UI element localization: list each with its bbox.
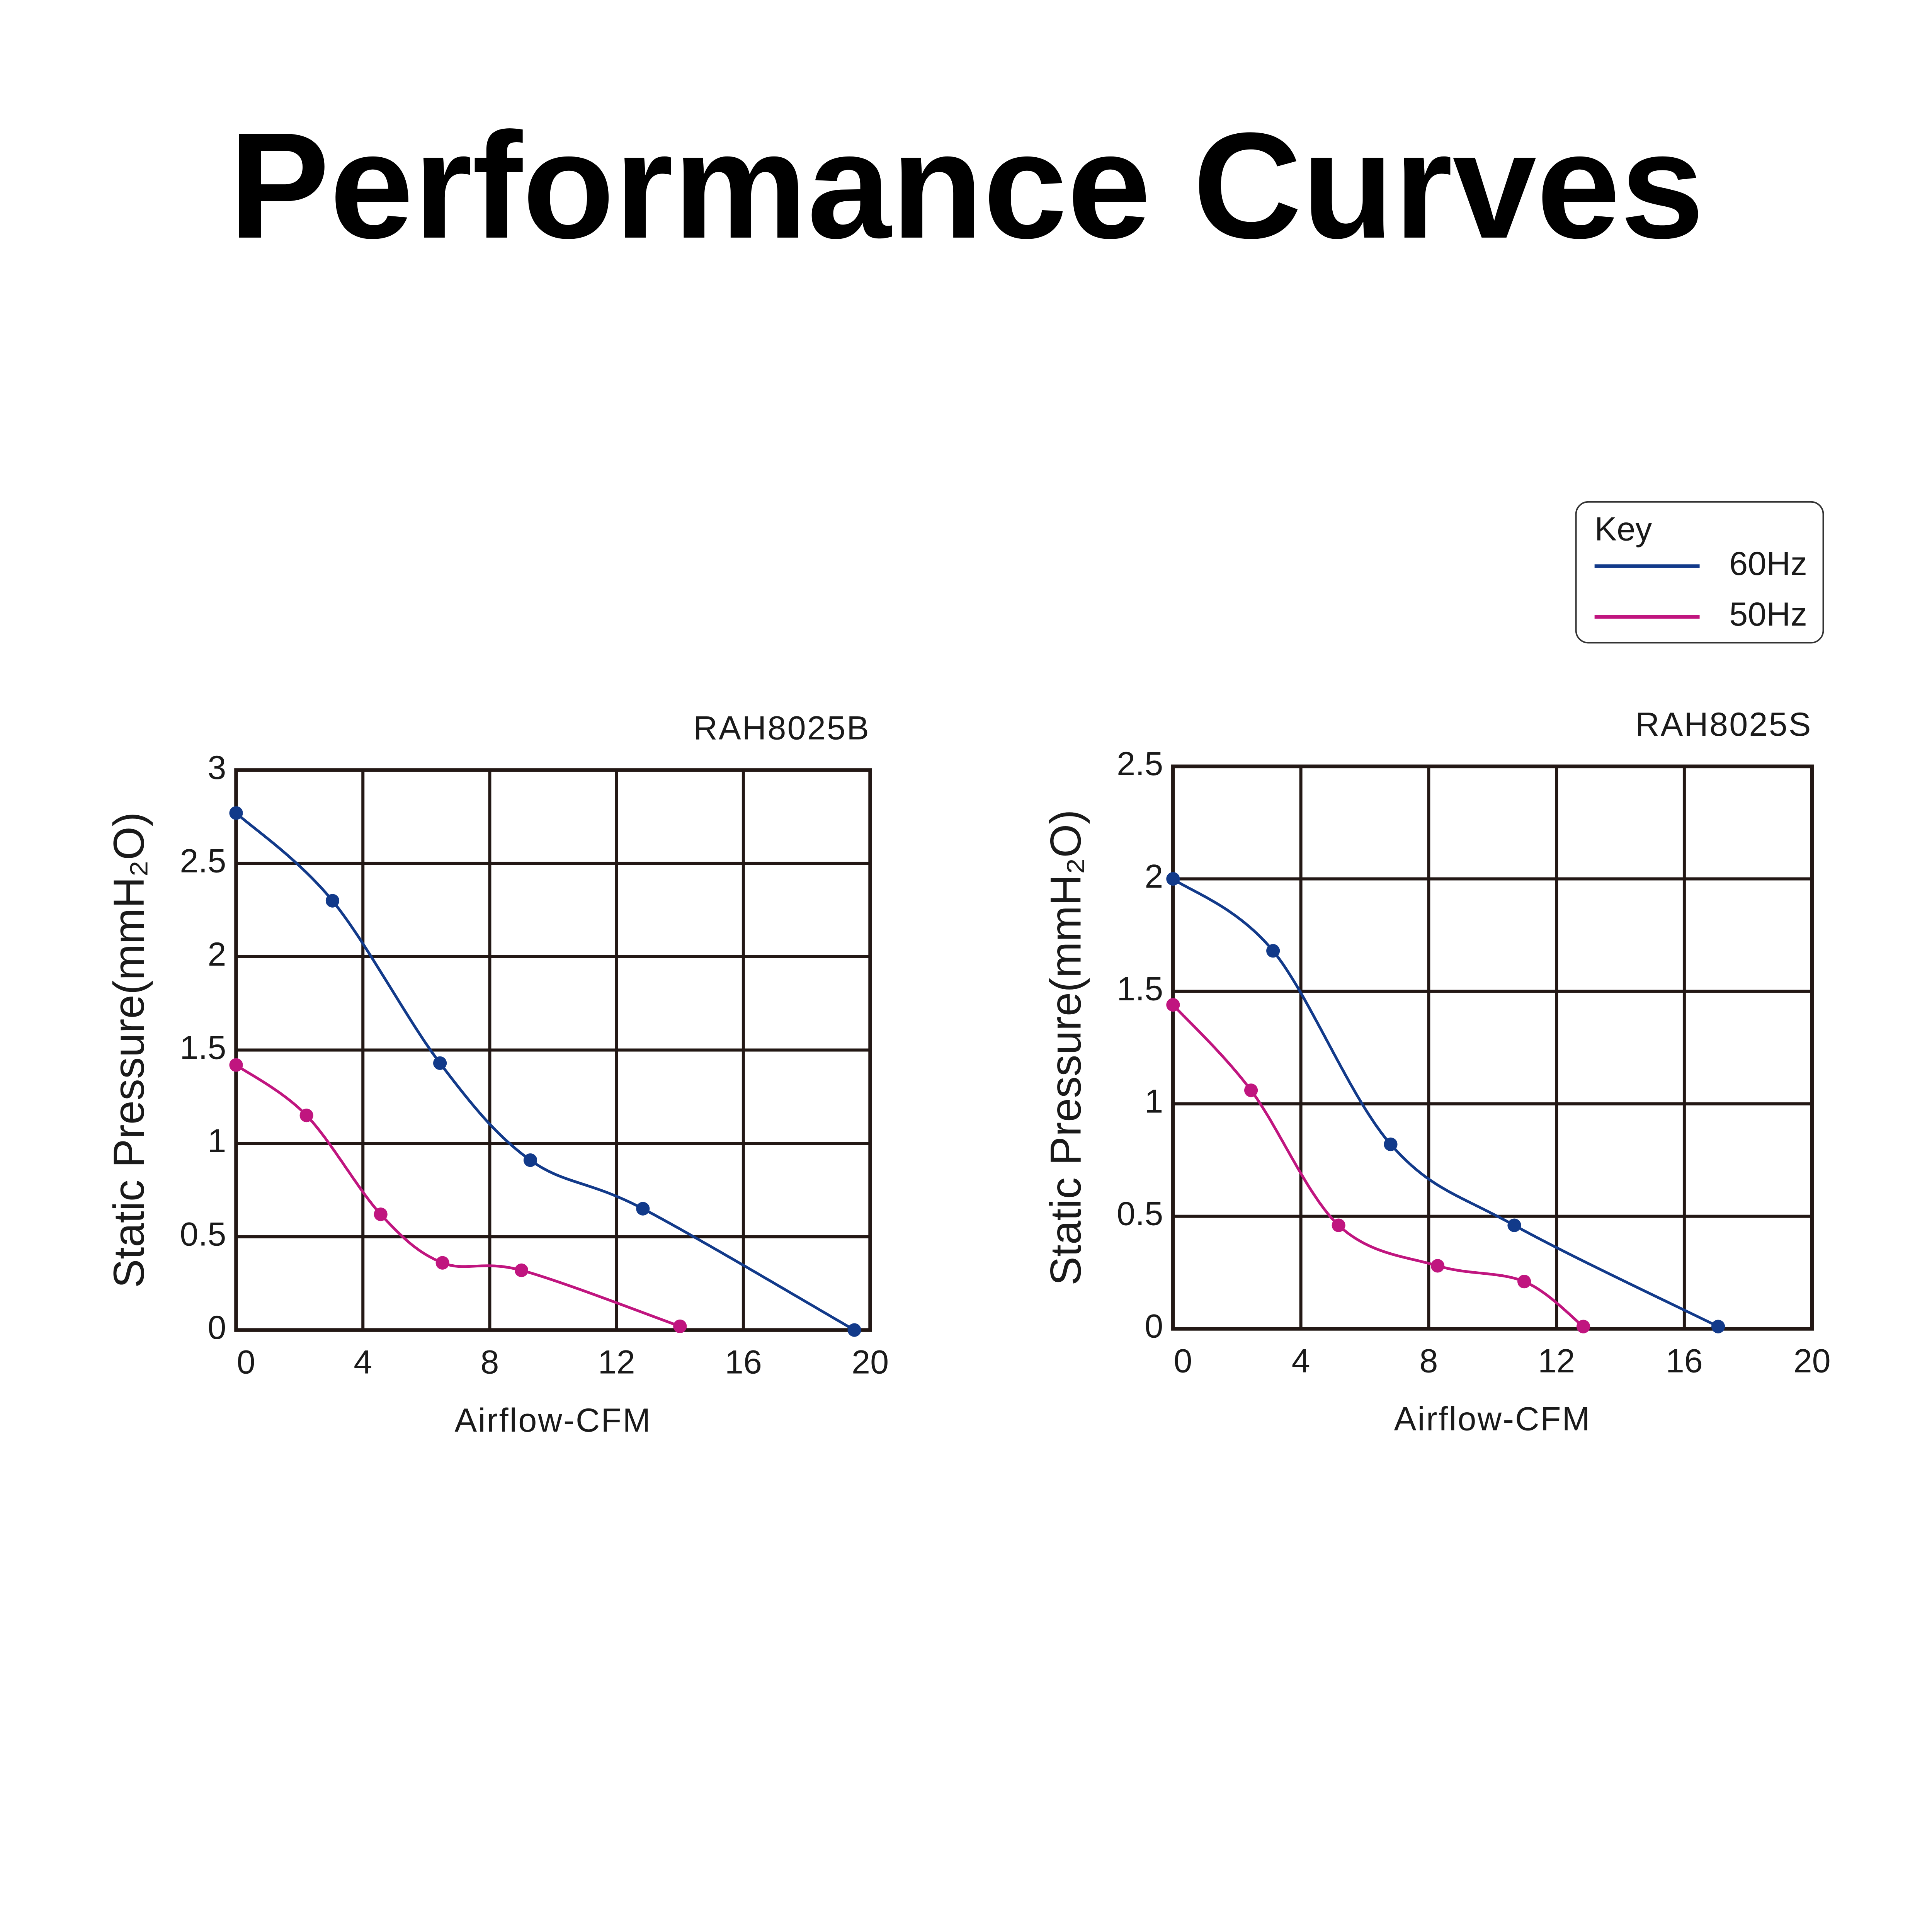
x-axis-label: Airflow-CFM [1394,1401,1591,1438]
x-tick-label: 12 [1538,1342,1575,1379]
chart-title: RAH8025S [1635,706,1812,743]
plot-frame [234,768,872,1332]
data-point [325,894,340,908]
y-tick-label: 0 [207,1309,226,1346]
y-tick-label: 2 [1145,858,1163,895]
y-tick-label: 0.5 [1117,1196,1163,1233]
plot-frame [1171,764,1814,1331]
x-tick-label: 8 [1419,1342,1438,1379]
chart-title: RAH8025B [693,709,870,747]
data-point [1244,1083,1258,1097]
y-tick-label: 2.5 [180,842,226,879]
x-tick-label: 0 [1173,1342,1192,1379]
data-point [636,1202,650,1216]
legend-box [1575,501,1824,644]
y-tick-label: 1 [1145,1083,1163,1120]
data-point [673,1319,687,1333]
y-axis-label: Static Pressure(mmH₂O) [1042,810,1090,1286]
y-tick-label: 2.5 [1117,745,1163,782]
y-axis-label: Static Pressure(mmH₂O) [105,812,153,1288]
data-point [1166,872,1180,886]
legend-label: 60Hz [1729,545,1807,582]
data-point [1577,1320,1590,1333]
data-point [514,1263,529,1277]
data-point [1266,944,1280,958]
y-tick-label: 1.5 [1117,970,1163,1007]
data-point [229,1058,243,1072]
data-point [1430,1259,1445,1273]
data-point [1711,1320,1725,1333]
data-point [523,1153,537,1167]
series-line [235,1064,680,1328]
data-point [1384,1137,1398,1151]
x-tick-label: 8 [480,1344,499,1381]
data-point [374,1208,388,1221]
x-tick-label: 4 [1292,1342,1310,1379]
data-point [229,806,243,820]
series-line [235,812,855,1332]
x-tick-label: 20 [1794,1342,1831,1379]
data-point [433,1056,447,1070]
x-tick-label: 16 [725,1344,762,1381]
data-point [1507,1218,1521,1232]
y-tick-label: 2 [207,936,226,973]
data-point [1166,998,1180,1012]
data-point [299,1109,313,1122]
x-tick-label: 20 [852,1344,889,1381]
y-tick-label: 3 [207,749,226,786]
data-point [435,1256,449,1270]
data-point [847,1323,861,1337]
x-tick-label: 12 [598,1344,635,1381]
x-tick-label: 16 [1666,1342,1703,1379]
legend-title: Key [1595,510,1653,548]
y-tick-label: 1.5 [180,1029,226,1066]
x-tick-label: 4 [354,1344,372,1381]
y-tick-label: 0.5 [180,1216,226,1253]
page-title: Performance Curves [229,101,1704,270]
data-point [1332,1218,1345,1232]
y-tick-label: 1 [207,1122,226,1160]
x-tick-label: 0 [237,1344,255,1381]
legend-label: 50Hz [1729,596,1807,633]
x-axis-label: Airflow-CFM [454,1402,651,1439]
data-point [1517,1275,1531,1289]
y-tick-label: 0 [1145,1308,1163,1345]
